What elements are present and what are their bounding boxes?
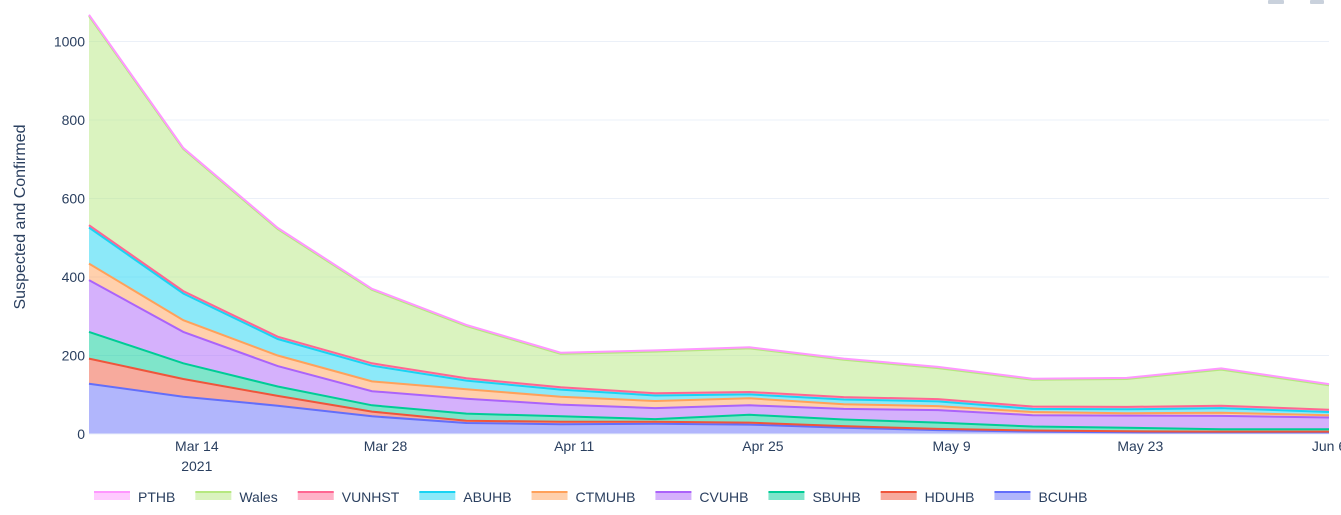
- line-vunhst: [88, 224, 1330, 411]
- y-tick-label: 0: [77, 426, 85, 442]
- legend-item-wales[interactable]: Wales: [195, 489, 278, 505]
- legend[interactable]: PTHB Wales VUNHST ABUHB CTMUHB CVUHB SBUHB HDUH…: [94, 489, 1087, 505]
- legend-swatch: [655, 492, 692, 500]
- camera-icon[interactable]: [1268, 0, 1284, 4]
- legend-label: SBUHB: [812, 489, 860, 505]
- y-tick-label: 1000: [54, 33, 85, 49]
- y-axis: 0 200 400 600 800 1000: [54, 33, 85, 442]
- legend-label: CTMUHB: [576, 489, 636, 505]
- line-bcuhb: [88, 382, 1329, 434]
- legend-item-pthb[interactable]: PTHB: [94, 489, 175, 505]
- zoom-icon[interactable]: [1310, 0, 1324, 4]
- x-tick-sublabel: 2021: [181, 458, 212, 474]
- legend-label: BCUHB: [1038, 489, 1087, 505]
- x-tick-label: Mar 14: [175, 438, 219, 454]
- y-tick-label: 600: [62, 190, 86, 206]
- legend-swatch: [297, 492, 334, 500]
- legend-swatch: [94, 492, 130, 500]
- legend-swatch: [195, 492, 232, 500]
- line-ctmuhb: [88, 262, 1330, 417]
- legend-swatch: [994, 492, 1031, 500]
- legend-label: PTHB: [138, 489, 175, 505]
- x-tick-label: May 9: [933, 438, 971, 454]
- y-axis-title: Suspected and Confirmed: [12, 125, 29, 310]
- legend-item-bcuhb[interactable]: BCUHB: [994, 489, 1087, 505]
- legend-label: Wales: [239, 489, 277, 505]
- x-tick-label: Jun 6: [1312, 438, 1341, 454]
- legend-swatch: [531, 492, 568, 500]
- line-hduhb: [88, 357, 1329, 433]
- legend-swatch: [880, 492, 917, 500]
- line-sbuhb: [88, 330, 1329, 431]
- legend-swatch: [768, 492, 805, 500]
- legend-item-abuhb[interactable]: ABUHB: [419, 489, 512, 505]
- legend-item-ctmuhb[interactable]: CTMUHB: [531, 489, 636, 505]
- x-axis: Mar 14 2021 Mar 28 Apr 11 Apr 25 May 9 May 23 J…: [89, 433, 1341, 474]
- legend-label: HDUHB: [925, 489, 975, 505]
- legend-item-hduhb[interactable]: HDUHB: [880, 489, 975, 505]
- y-tick-label: 400: [62, 269, 86, 285]
- x-tick-label: Mar 28: [364, 438, 408, 454]
- legend-swatch: [419, 492, 456, 500]
- area-wales[interactable]: [89, 16, 1329, 410]
- area-bcuhb[interactable]: [89, 383, 1329, 434]
- legend-item-cvuhb[interactable]: CVUHB: [655, 489, 748, 505]
- x-tick-label: Apr 11: [554, 438, 594, 454]
- legend-label: VUNHST: [342, 489, 400, 505]
- x-tick-label: May 23: [1117, 438, 1163, 454]
- line-cvuhb: [88, 279, 1330, 419]
- legend-item-sbuhb[interactable]: SBUHB: [768, 489, 861, 505]
- line-abuhb: [88, 226, 1330, 413]
- series-lines: [88, 14, 1330, 434]
- legend-label: ABUHB: [463, 489, 511, 505]
- line-pthb: [88, 14, 1330, 386]
- legend-item-vunhst[interactable]: VUNHST: [297, 489, 400, 505]
- x-tick-label: Apr 25: [742, 438, 783, 454]
- y-tick-label: 800: [62, 112, 86, 128]
- y-tick-label: 200: [62, 347, 86, 363]
- legend-label: CVUHB: [699, 489, 748, 505]
